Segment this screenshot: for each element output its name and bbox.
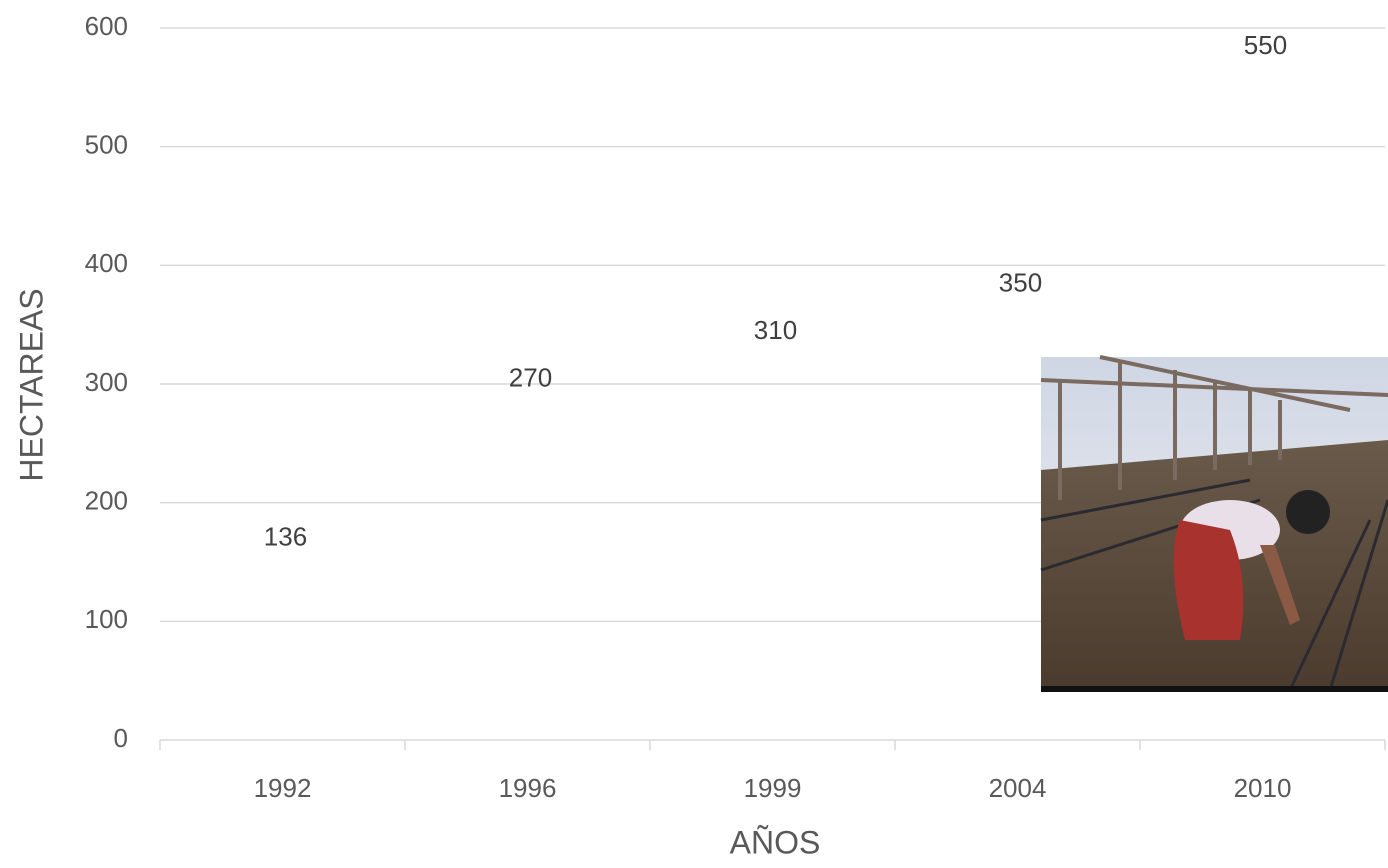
y-tick-label: 500 bbox=[85, 130, 128, 160]
data-label: 550 bbox=[1244, 30, 1287, 60]
x-tick-label: 1996 bbox=[499, 773, 557, 803]
y-tick-label: 100 bbox=[85, 604, 128, 634]
x-tick-label: 1999 bbox=[744, 773, 802, 803]
y-tick-label: 0 bbox=[114, 723, 128, 753]
x-tick-label: 2004 bbox=[989, 773, 1047, 803]
x-tick-label: 2010 bbox=[1234, 773, 1292, 803]
y-tick-label: 300 bbox=[85, 367, 128, 397]
data-label: 350 bbox=[999, 268, 1042, 298]
y-tick-label: 200 bbox=[85, 486, 128, 516]
data-label: 270 bbox=[509, 362, 552, 392]
y-tick-label: 600 bbox=[85, 11, 128, 41]
y-axis-title: HECTAREAS bbox=[13, 288, 49, 481]
x-axis-title: AÑOS bbox=[730, 824, 821, 860]
data-label: 310 bbox=[754, 315, 797, 345]
data-label: 136 bbox=[264, 521, 307, 551]
x-tick-label: 1992 bbox=[254, 773, 312, 803]
photo-inset bbox=[1040, 355, 1388, 692]
y-tick-label: 400 bbox=[85, 248, 128, 278]
